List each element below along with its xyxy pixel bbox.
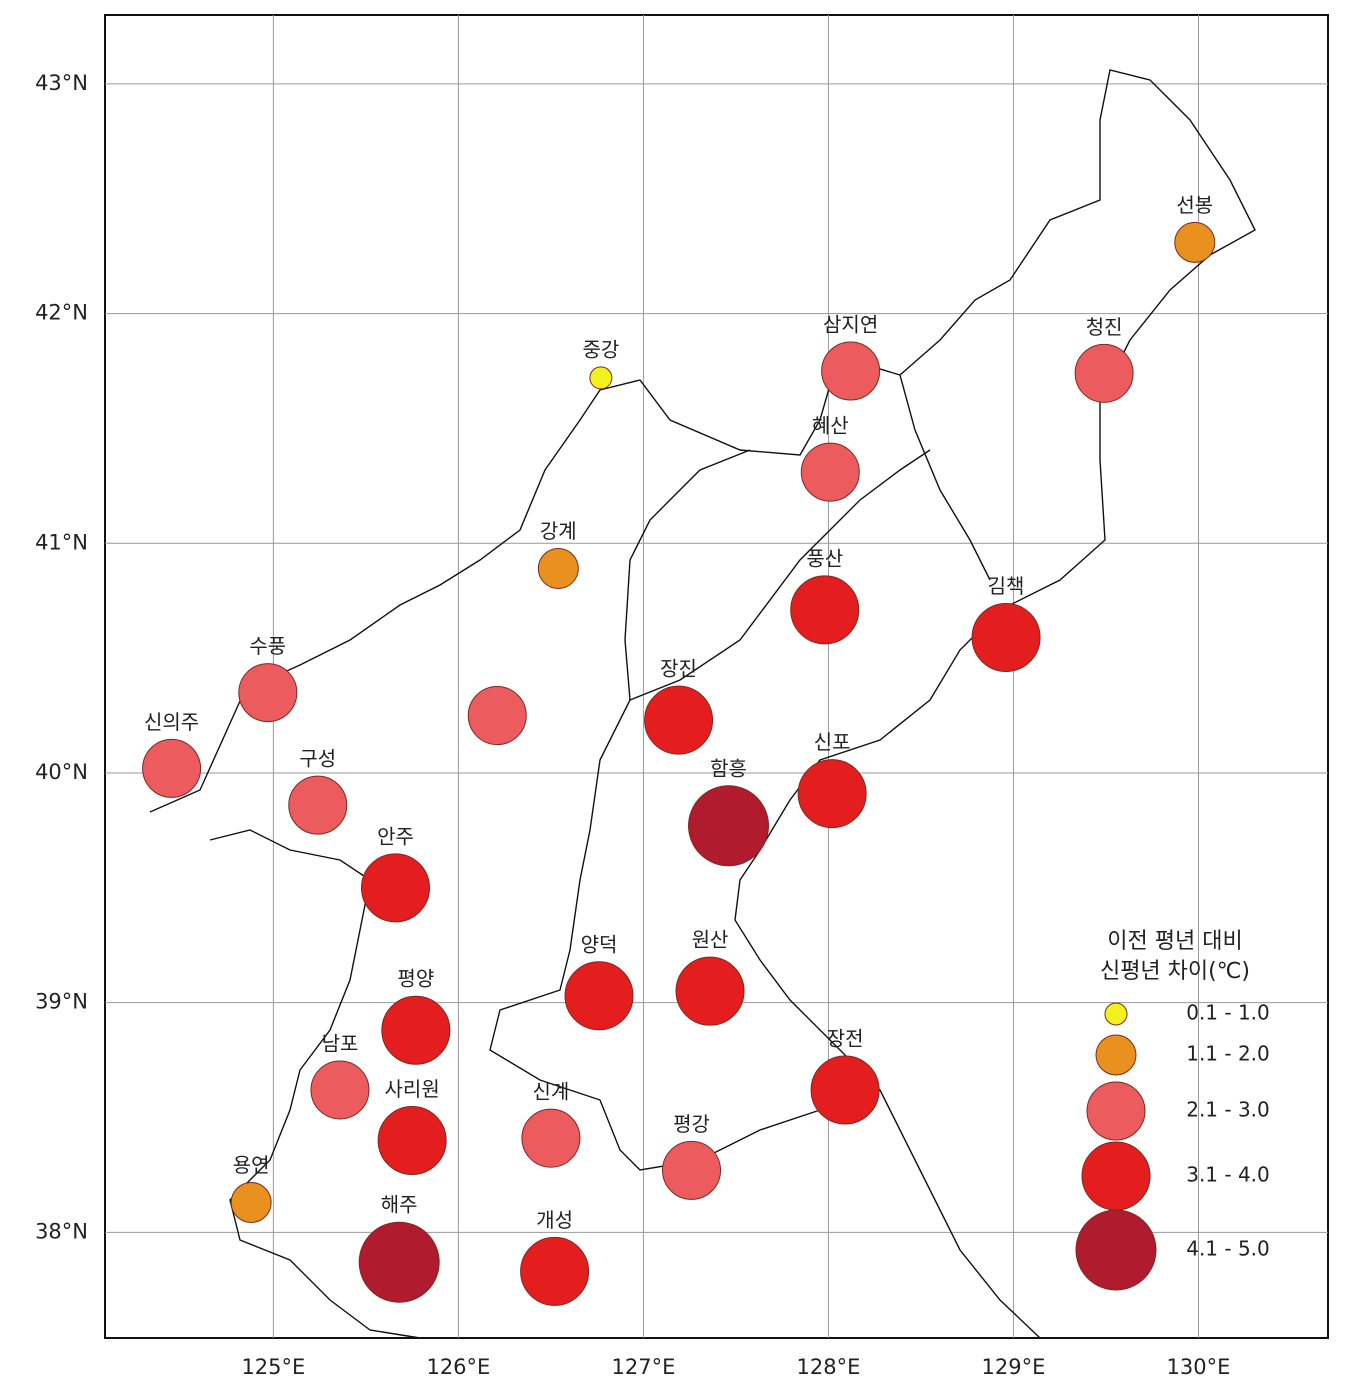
y-tick-label: 42°N [35, 301, 88, 325]
station-label: 양덕 [581, 932, 618, 956]
legend-marker [1104, 1002, 1128, 1026]
station-label: 남포 [322, 1031, 359, 1055]
station-label: 사리원 [385, 1077, 440, 1101]
coastline [899, 374, 991, 581]
station-label: 신계 [532, 1080, 569, 1104]
station-marker [971, 602, 1041, 672]
x-tick-label: 127°E [611, 1355, 675, 1379]
station-marker [537, 548, 579, 590]
station-marker [688, 785, 770, 867]
station-marker [238, 663, 298, 723]
y-tick-label: 40°N [35, 760, 88, 784]
coastline [149, 69, 1256, 1339]
station-marker [360, 853, 430, 923]
station-label: 강계 [540, 519, 577, 543]
station-marker [589, 366, 613, 390]
station-label: 평강 [673, 1112, 710, 1136]
station-marker [381, 995, 451, 1065]
coastline [209, 829, 421, 1339]
legend-marker [1086, 1081, 1146, 1141]
station-marker [662, 1140, 722, 1200]
x-tick-label: 125°E [241, 1355, 305, 1379]
coastline [624, 449, 931, 702]
legend-label: 1.1 - 2.0 [1186, 1042, 1270, 1066]
station-label: 해주 [381, 1193, 418, 1217]
station-marker [790, 575, 860, 645]
x-tick-label: 129°E [982, 1355, 1046, 1379]
station-label: 신포 [814, 730, 851, 754]
x-tick-label: 126°E [426, 1355, 490, 1379]
station-label: 청진 [1086, 315, 1123, 339]
legend-title: 이전 평년 대비 [1107, 929, 1242, 954]
x-tick-label: 130°E [1167, 1355, 1231, 1379]
legend-marker [1095, 1034, 1137, 1076]
station-label: 구성 [299, 747, 336, 771]
legend-marker [1081, 1141, 1151, 1211]
station-marker [288, 775, 348, 835]
station-marker [310, 1060, 370, 1120]
station-marker [797, 759, 867, 829]
station-label: 평양 [397, 967, 434, 991]
station-marker [1174, 221, 1216, 263]
station-marker [467, 686, 527, 746]
legend-label: 0.1 - 1.0 [1186, 1001, 1270, 1025]
legend-marker [1075, 1209, 1157, 1291]
y-tick-label: 39°N [35, 990, 88, 1014]
station-label: 김책 [988, 574, 1025, 598]
station-label: 선봉 [1176, 193, 1213, 217]
station-marker [800, 442, 860, 502]
station-label: 용연 [233, 1153, 270, 1177]
station-marker [520, 1236, 590, 1306]
station-label: 혜산 [812, 414, 849, 438]
station-marker [358, 1221, 440, 1303]
station-marker [675, 956, 745, 1026]
station-label: 수풍 [249, 634, 286, 658]
station-label: 신의주 [144, 710, 199, 734]
station-marker [644, 685, 714, 755]
station-marker [1074, 343, 1134, 403]
station-marker [142, 738, 202, 798]
station-label: 삼지연 [823, 313, 878, 337]
station-label: 안주 [377, 824, 414, 848]
station-marker [377, 1105, 447, 1175]
station-label: 원산 [692, 928, 729, 952]
station-marker [230, 1181, 272, 1223]
station-marker [564, 961, 634, 1031]
station-marker [821, 341, 881, 401]
station-label: 풍산 [806, 546, 843, 570]
y-tick-label: 41°N [35, 530, 88, 554]
station-label: 장진 [660, 657, 697, 681]
legend-label: 4.1 - 5.0 [1186, 1237, 1270, 1261]
station-marker [521, 1108, 581, 1168]
station-label: 함흥 [710, 756, 747, 780]
legend-label: 2.1 - 3.0 [1186, 1098, 1270, 1122]
station-label: 중강 [582, 337, 619, 361]
station-marker [810, 1055, 880, 1125]
legend-label: 3.1 - 4.0 [1186, 1163, 1270, 1187]
y-tick-label: 43°N [35, 71, 88, 95]
legend-title: 신평년 차이(℃) [1100, 959, 1250, 984]
x-tick-label: 128°E [797, 1355, 861, 1379]
y-tick-label: 38°N [35, 1219, 88, 1243]
station-label: 장전 [827, 1026, 864, 1050]
station-label: 개성 [536, 1208, 573, 1232]
